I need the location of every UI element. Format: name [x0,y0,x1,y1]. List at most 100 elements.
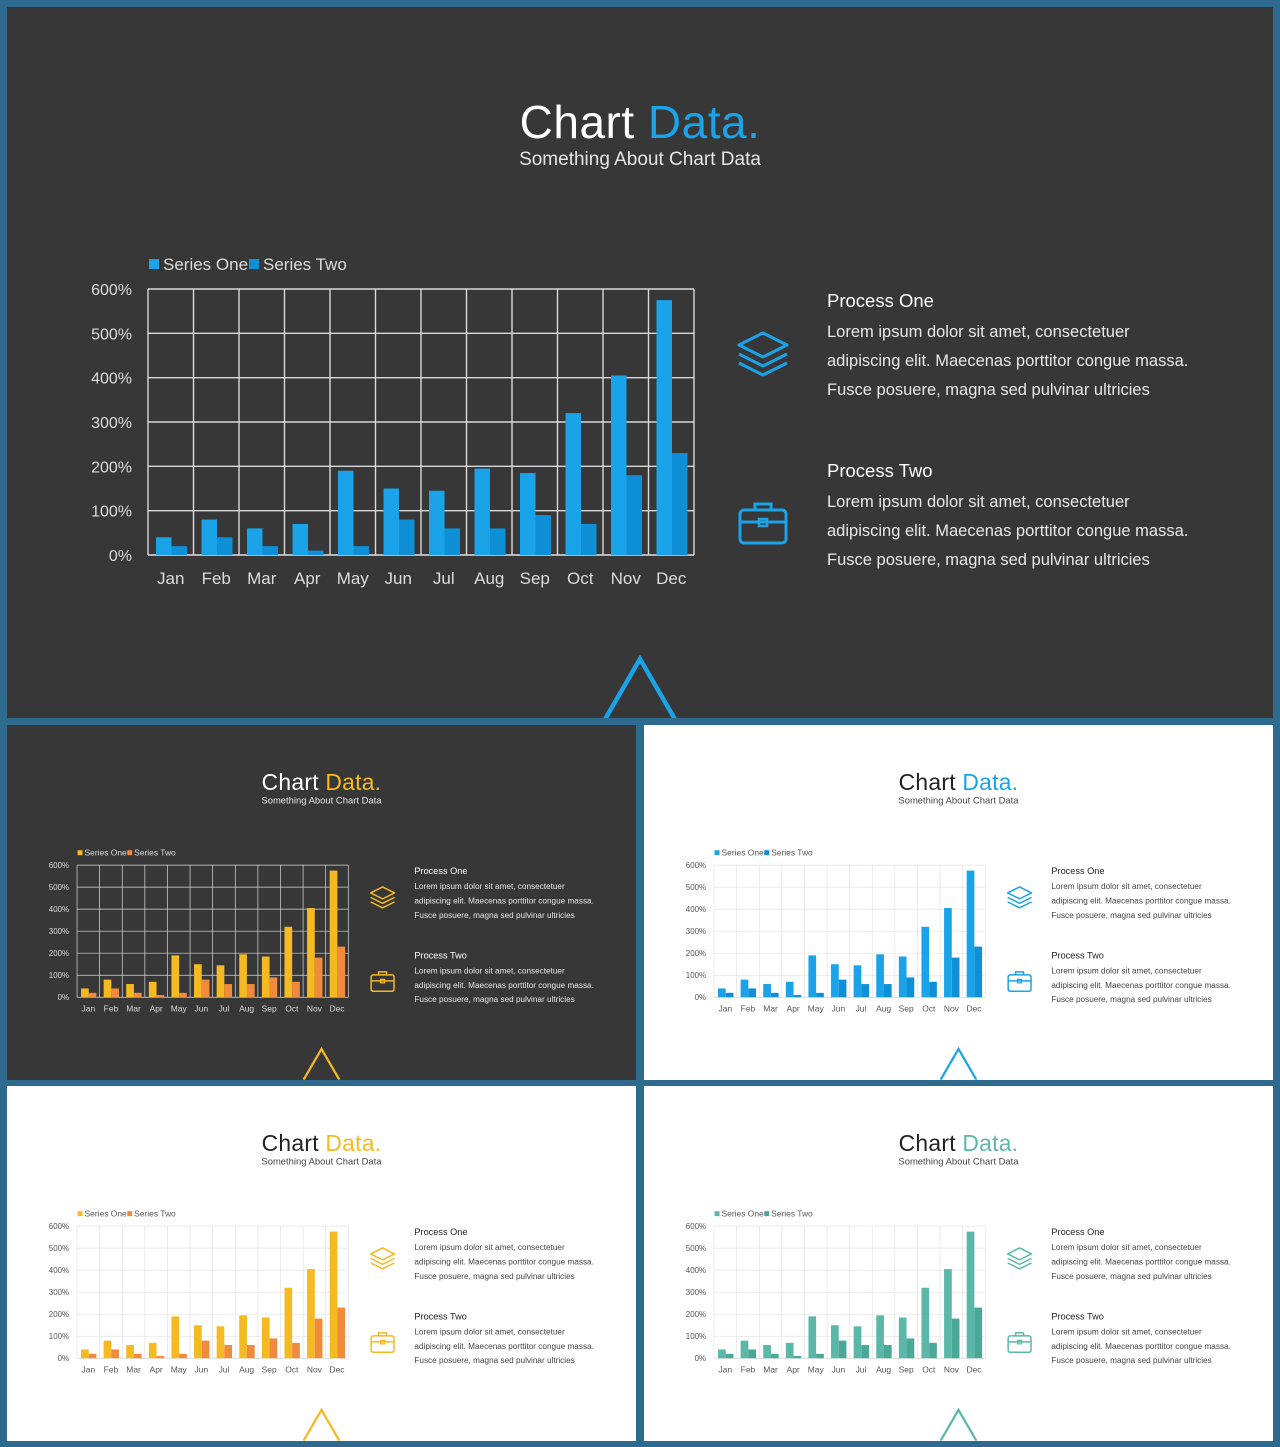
bar-series-two [883,984,892,998]
bar-chart: 0% 100% 200% 300% 400% 500% 600% Jan Feb Mar Apr Ma… [49,1209,349,1375]
bar-series-two [269,1338,278,1359]
legend-label: Series One [85,848,128,858]
y-tick-label: 200% [49,949,69,958]
process-one: Process One Lorem ipsum dolor sit amet, … [1051,1227,1250,1284]
briefcase-icon [738,502,788,545]
y-tick-label: 300% [91,415,132,432]
x-tick-label: Dec [329,1004,344,1014]
x-tick-label: Dec [656,569,687,588]
briefcase-icon [1007,1332,1032,1354]
bar-series-two [906,977,915,998]
bar-series-two [217,537,233,555]
bar-series-two [748,1349,757,1359]
bar-series-two [133,1353,142,1359]
bar-series-two [883,1345,892,1359]
x-tick-label: Jun [195,1365,209,1375]
process-two-line: Fusce posuere, magna sed pulvinar ultric… [414,995,575,1005]
bar-series-one [239,954,247,998]
bar-series-one [611,375,627,555]
process-one-line: Fusce posuere, magna sed pulvinar ultric… [414,1271,575,1281]
x-tick-label: May [171,1004,188,1014]
x-tick-label: Feb [202,569,231,588]
bar-series-two [581,523,597,555]
bar-series-one [876,1315,884,1359]
bar-series-one [921,1287,930,1359]
bar-series-two [929,1342,937,1359]
bar-series-two [399,519,415,555]
x-tick-label: Jun [195,1004,209,1014]
x-tick-label: Jan [82,1365,96,1375]
x-tick-label: Apr [150,1004,163,1014]
bar-series-two [171,546,187,555]
bar-series-two [111,988,120,998]
bar-series-two [337,1307,346,1359]
y-tick-label: 0% [695,993,706,1002]
x-tick-label: Mar [763,1365,778,1375]
x-tick-label: Jul [856,1365,867,1375]
bar-series-one [329,870,338,998]
slide-thumbnail-1: Chart Data. Something About Chart Data 0… [7,725,636,1080]
y-tick-label: 100% [49,971,69,980]
bar-series-one [944,1269,952,1359]
bar-series-one [126,984,134,998]
process-two-line: adipiscing elit. Maecenas porttitor cong… [1051,1341,1231,1351]
bar-series-two [224,1345,233,1359]
bar-series-two [490,528,506,555]
title-part-2: Data. [325,1130,382,1157]
slide-thumbnail-2: Chart Data. Something About Chart Data 0… [644,725,1273,1080]
triangle-icon [603,655,677,718]
x-tick-label: Apr [787,1004,800,1014]
y-tick-label: 100% [686,971,706,980]
legend-swatch [127,850,133,856]
bar-series-two [861,1345,870,1359]
process-one-title: Process One [414,1226,468,1238]
bar-series-one [740,1340,749,1359]
x-tick-label: May [808,1365,825,1375]
x-tick-label: Nov [307,1365,323,1375]
bar-series-one [201,519,217,555]
x-tick-label: Dec [966,1365,981,1375]
legend-swatch [764,1211,770,1217]
y-tick-label: 0% [109,548,132,565]
x-tick-label: Jul [219,1004,230,1014]
x-tick-label: Nov [944,1365,960,1375]
legend-label: Series Two [771,848,813,858]
y-tick-label: 200% [91,459,132,476]
x-tick-label: Oct [922,1365,936,1375]
page-title: Chart Data. [7,1130,636,1157]
bar-series-two [672,453,688,555]
x-tick-label: Mar [126,1365,141,1375]
x-tick-label: Jan [157,569,184,588]
bar-chart: 0% 100% 200% 300% 400% 500% 600% Jan Feb Mar Apr Ma… [686,1209,986,1375]
bar-series-one [261,956,270,998]
bar-series-one [429,490,445,555]
process-one-line: adipiscing elit. Maecenas porttitor cong… [827,352,1189,370]
y-tick-label: 600% [91,282,132,299]
x-tick-label: Aug [876,1004,891,1014]
bar-chart: 0% 100% 200% 300% 400% 500% 600% Jan Feb Mar Apr Ma… [686,848,986,1014]
y-tick-label: 100% [91,504,132,521]
y-tick-label: 300% [686,927,706,936]
process-one-text: Lorem ipsum dolor sit amet, consectetuer… [1051,880,1250,923]
x-tick-label: Mar [763,1004,778,1014]
x-tick-label: Jan [719,1004,733,1014]
title-part-2: Data. [962,769,1019,796]
x-tick-label: Sep [262,1004,277,1014]
bar-series-two [201,979,210,998]
process-two: Process Two Lorem ipsum dolor sit amet, … [1051,950,1250,1007]
process-two-line: adipiscing elit. Maecenas porttitor cong… [827,522,1189,540]
bar-series-two [906,1338,915,1359]
legend-label: Series Two [263,255,347,274]
y-tick-label: 300% [49,1288,69,1297]
process-one: Process One Lorem ipsum dolor sit amet, … [414,866,613,923]
bar-series-one [740,979,749,998]
process-two-title: Process Two [414,950,467,961]
legend-label: Series Two [134,848,176,858]
process-two: Process Two Lorem ipsum dolor sit amet, … [827,460,1227,575]
bar-series-one [763,1345,771,1359]
bar-series-one [216,1326,225,1359]
slide-content: Chart Data. Something About Chart Data 0… [7,7,1273,718]
page-subtitle: Something About Chart Data [261,795,382,806]
x-tick-label: Dec [329,1365,344,1375]
bar-series-two [201,1340,210,1359]
